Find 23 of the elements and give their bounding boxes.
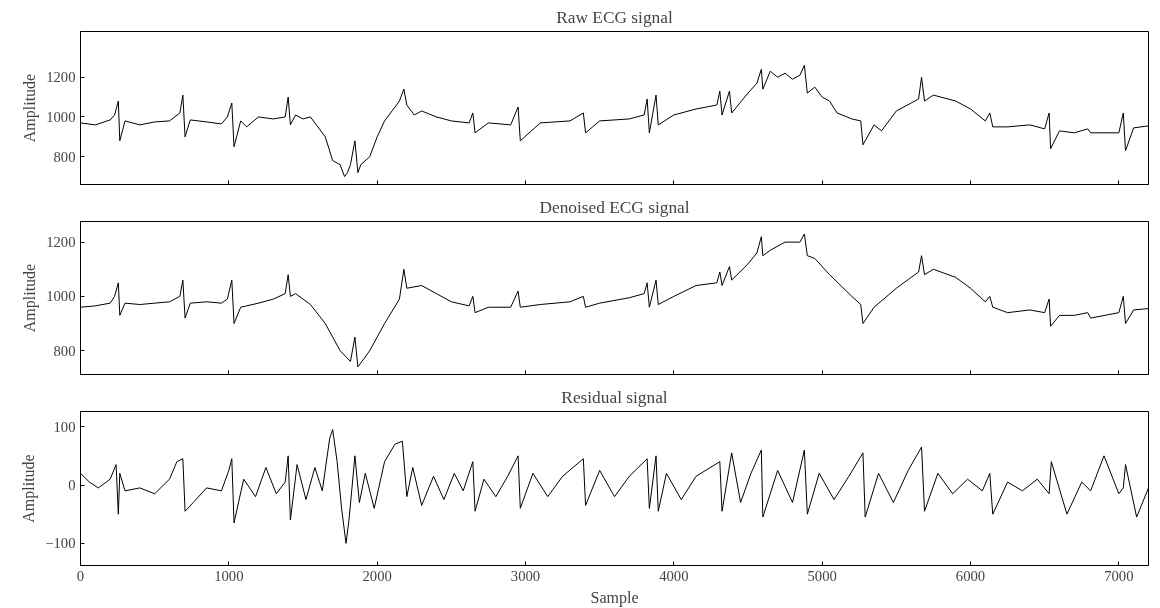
y-tick-label: 1200	[46, 234, 76, 251]
y-tick-label: 1000	[46, 108, 76, 125]
x-axis-title: Sample	[590, 588, 639, 607]
y-tick-label: 0	[68, 477, 76, 493]
chart-title: Denoised ECG signal	[539, 197, 690, 217]
x-tick-label: 5000	[807, 567, 837, 584]
y-axis-title: Amplitude	[20, 454, 39, 523]
y-tick-label: 1200	[46, 69, 76, 86]
y-tick-label: −100	[45, 535, 76, 552]
x-tick-label: 3000	[510, 567, 541, 584]
y-axis-title: Amplitude	[21, 73, 40, 143]
x-tick-label: 2000	[362, 567, 392, 584]
y-tick-label: 100	[53, 418, 76, 435]
y-tick-label: 800	[53, 148, 76, 165]
chart-title: Raw ECG signal	[556, 7, 673, 27]
y-tick-label: 800	[53, 342, 76, 359]
x-tick-label: 7000	[1104, 567, 1134, 584]
chart-title: Residual signal	[561, 387, 668, 407]
y-tick-label: 1000	[46, 288, 76, 305]
x-tick-label: 1000	[214, 567, 244, 584]
y-axis-title: Amplitude	[21, 263, 40, 333]
x-tick-label: 4000	[659, 567, 689, 584]
x-tick-label: 6000	[955, 567, 986, 584]
